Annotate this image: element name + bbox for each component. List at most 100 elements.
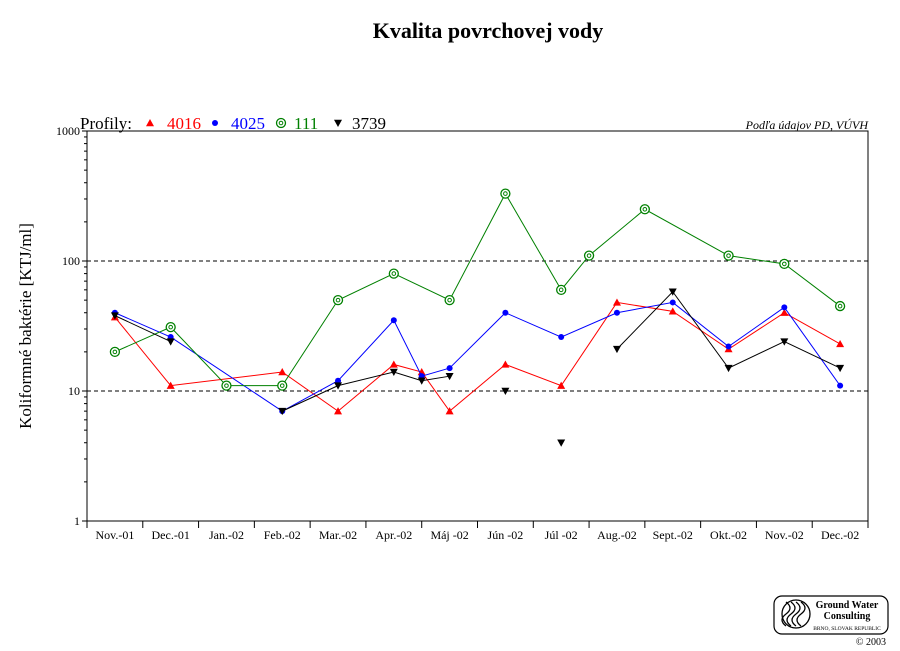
- data-point: [834, 300, 846, 312]
- series-111: [109, 188, 846, 391]
- data-point: [502, 309, 509, 316]
- data-point: [557, 439, 566, 447]
- data-point: [668, 288, 677, 296]
- series-line-3739: [616, 290, 841, 369]
- data-point: [165, 321, 176, 333]
- data-point-inner: [447, 297, 452, 303]
- legend: Profily: 4016 4025 111 3739: [80, 114, 386, 133]
- series-line-4025: [114, 301, 841, 412]
- x-tick-label: Feb.-02: [264, 528, 301, 542]
- data-point: [146, 119, 154, 127]
- data-point: [334, 407, 343, 415]
- plot-frame: [86, 130, 869, 522]
- logo-frame: [773, 595, 889, 635]
- copyright: © 2003: [856, 637, 886, 648]
- data-point-inner: [112, 349, 118, 355]
- data-point: [332, 294, 344, 306]
- data-point: [780, 338, 789, 346]
- data-point: [445, 372, 454, 381]
- data-point-inner: [642, 206, 648, 212]
- data-point-inner: [391, 271, 397, 276]
- legend-label: 111: [294, 114, 318, 133]
- data-point: [612, 298, 621, 306]
- chart-title: Kvalita povrchovej vody: [373, 18, 604, 43]
- data-point-inner: [335, 297, 341, 303]
- data-point: [724, 364, 733, 373]
- data-point-inner: [586, 253, 592, 258]
- y-tick-label: 1000: [56, 124, 80, 138]
- x-tick-label: Máj -02: [430, 528, 468, 542]
- x-tick-label: Nov.-01: [95, 528, 134, 542]
- data-point: [417, 377, 426, 385]
- data-point: [109, 346, 121, 358]
- data-point: [557, 381, 566, 389]
- data-point: [277, 380, 288, 391]
- y-tick-label: 10: [68, 384, 80, 398]
- data-point: [779, 258, 790, 270]
- x-tick-label: Jún -02: [488, 528, 524, 542]
- data-point: [446, 365, 453, 372]
- data-point: [501, 387, 510, 395]
- data-point: [725, 343, 732, 350]
- series-line-4016: [114, 301, 841, 412]
- data-point-inner: [837, 303, 843, 309]
- x-tick-label: Apr.-02: [375, 528, 412, 542]
- source-note: Podľa údajov PD, VÚVH: [745, 118, 870, 132]
- data-point: [444, 294, 455, 306]
- data-point: [335, 377, 342, 384]
- series-4025: [111, 299, 844, 415]
- data-point: [334, 119, 342, 127]
- legend-label: 4025: [231, 114, 265, 133]
- data-point: [166, 338, 175, 346]
- data-point: [389, 368, 398, 377]
- x-tick-label: Jan.-02: [209, 528, 244, 542]
- x-tick-label: Júl -02: [545, 528, 578, 542]
- data-point: [389, 360, 398, 368]
- data-point-inner: [224, 383, 229, 388]
- logo-line1: Ground Water: [816, 600, 879, 611]
- x-tick-label: Okt.-02: [710, 528, 747, 542]
- data-point: [781, 304, 788, 311]
- x-tick-label: Aug.-02: [597, 528, 637, 542]
- legend-item-111: 111: [275, 114, 318, 133]
- data-point: [613, 309, 620, 316]
- data-point: [723, 250, 734, 261]
- data-point-inner: [503, 191, 508, 196]
- data-point-inner: [278, 120, 284, 126]
- y-axis-label: Koliformné baktérie [KTJ/ml]: [16, 223, 35, 429]
- legend-title: Profily:: [80, 114, 132, 133]
- x-axis: Nov.-01 Dec.-01 Jan.-02 Feb.-02 Mar.-02 Apr.-…: [86, 521, 869, 542]
- data-point-inner: [782, 261, 787, 267]
- data-point-inner: [168, 324, 173, 330]
- data-point: [390, 317, 397, 324]
- data-point: [501, 360, 510, 368]
- legend-item-4016: 4016: [146, 114, 201, 133]
- y-tick-label: 100: [62, 254, 80, 268]
- data-point-inner: [279, 383, 285, 388]
- series-line-111: [114, 192, 841, 387]
- data-point: [388, 268, 399, 279]
- data-point: [668, 307, 677, 315]
- series-4016: [110, 298, 845, 415]
- x-tick-label: Mar.-02: [319, 528, 357, 542]
- x-tick-label: Dec.-02: [821, 528, 859, 542]
- data-point: [278, 407, 287, 416]
- data-point: [445, 407, 454, 415]
- data-point: [500, 188, 511, 199]
- data-point: [639, 204, 651, 215]
- data-point: [669, 299, 676, 306]
- data-point: [334, 382, 343, 390]
- data-point: [780, 308, 789, 316]
- data-point: [221, 380, 232, 391]
- data-point: [558, 334, 565, 341]
- data-point: [556, 284, 567, 295]
- series-3739: [110, 288, 845, 447]
- legend-label: 4016: [167, 114, 201, 133]
- data-point-inner: [726, 253, 731, 258]
- logo-line2: Consulting: [824, 611, 871, 622]
- x-tick-label: Dec.-01: [152, 528, 190, 542]
- data-point: [275, 117, 287, 129]
- y-tick-label: 1: [74, 514, 80, 528]
- y-axis: 1 10 100 1000: [56, 124, 87, 528]
